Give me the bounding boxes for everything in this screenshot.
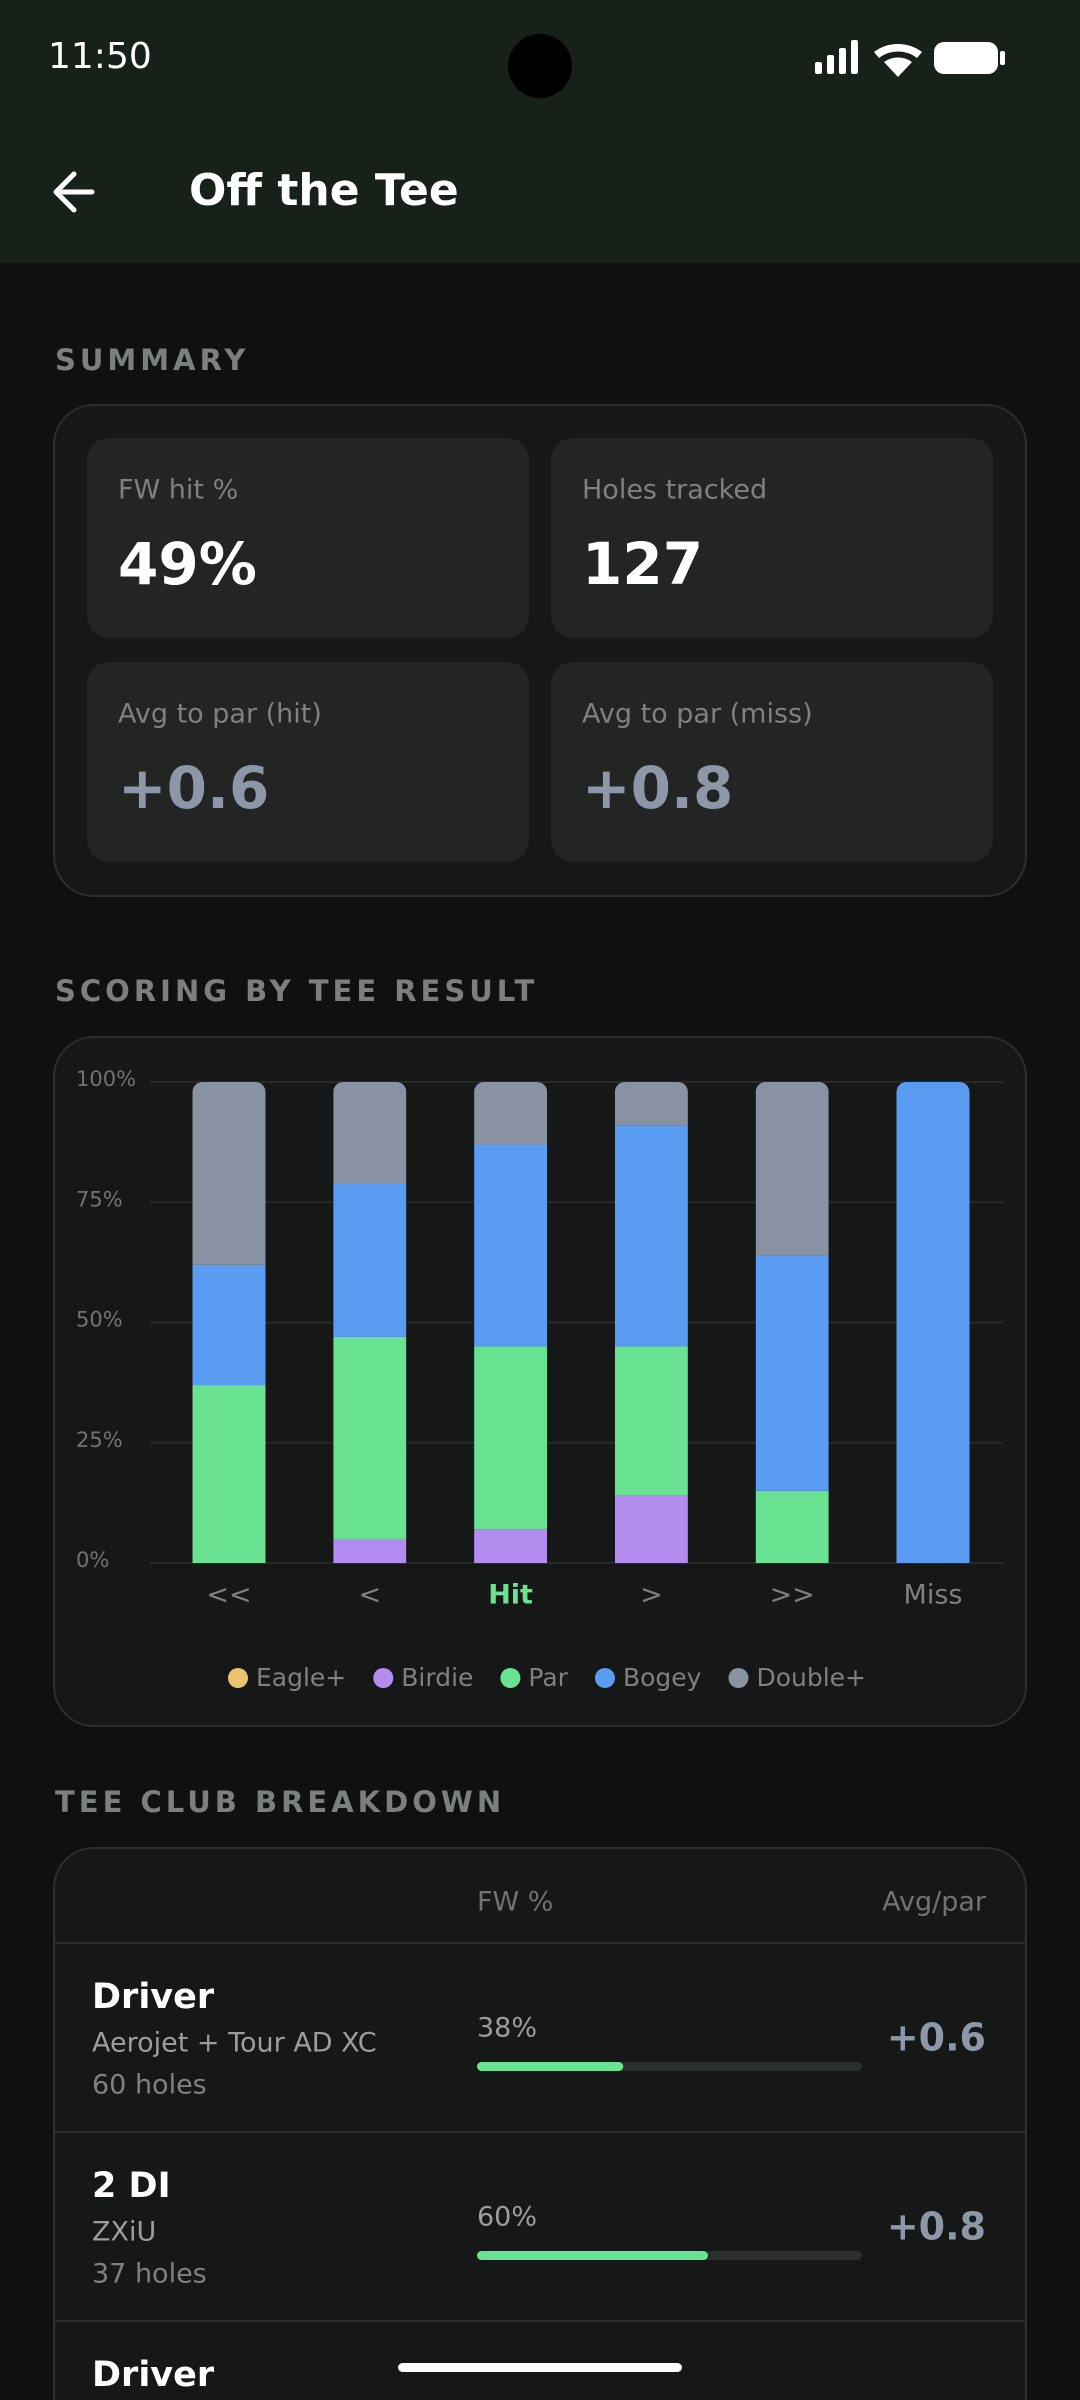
column-header: Avg/par <box>882 1887 987 1918</box>
back-button[interactable] <box>53 171 95 213</box>
bar-segment <box>333 1336 407 1539</box>
bar-segment <box>755 1082 829 1256</box>
bar-segment <box>755 1490 829 1563</box>
club-name: 2 DI <box>92 2166 171 2206</box>
legend-label: Par <box>528 1663 568 1692</box>
legend-label: Bogey <box>623 1663 702 1692</box>
bar-segment <box>755 1255 829 1491</box>
club-name: Driver <box>92 2355 215 2395</box>
fw-bar <box>477 2251 708 2260</box>
section-heading: SCORING BY TEE RESULT <box>55 974 538 1008</box>
bar-segment <box>192 1082 266 1265</box>
bar-segment <box>192 1264 266 1386</box>
y-tick-label: 25% <box>76 1428 123 1452</box>
bar-segment <box>474 1529 548 1563</box>
table-card <box>53 1847 1027 2400</box>
bar-segment <box>614 1125 688 1347</box>
bar-segment <box>474 1144 548 1347</box>
fw-label: 38% <box>477 2013 537 2044</box>
bar-segment <box>614 1082 688 1126</box>
avg-par: +0.8 <box>887 2205 986 2249</box>
y-tick-label: 75% <box>76 1187 123 1211</box>
legend-label: Birdie <box>401 1663 473 1692</box>
club-name: Driver <box>92 1977 215 2017</box>
stat-label: Avg to par (hit) <box>118 699 322 730</box>
y-tick-label: 0% <box>76 1548 109 1572</box>
legend-swatch <box>500 1668 521 1688</box>
club-holes: 37 holes <box>92 2259 207 2290</box>
status-icons <box>815 40 1005 77</box>
x-tick-label: Hit <box>488 1580 533 1611</box>
column-header: FW % <box>477 1887 553 1918</box>
y-tick-label: 50% <box>76 1308 123 1332</box>
x-tick-label: Miss <box>904 1580 963 1611</box>
stat-card <box>87 438 529 638</box>
bar-segment <box>896 1082 970 1563</box>
stat-card <box>87 662 529 862</box>
legend-swatch <box>594 1668 615 1688</box>
legend-label: Double+ <box>756 1663 866 1692</box>
status-time: 11:50 <box>48 36 152 77</box>
bar-segment <box>614 1495 688 1563</box>
stat-label: Avg to par (miss) <box>582 699 813 730</box>
club-shaft: Aerojet + Tour AD XC <box>92 2028 377 2059</box>
bar-segment <box>474 1082 548 1145</box>
stat-value: 127 <box>582 530 703 598</box>
bar-segment <box>474 1346 548 1530</box>
y-tick-label: 100% <box>76 1067 136 1091</box>
legend-label: Eagle+ <box>256 1663 346 1692</box>
section-heading: SUMMARY <box>55 343 249 377</box>
fw-label: 60% <box>477 2202 537 2233</box>
summary-grid: FW hit % 49% Holes tracked 127 Avg to par (h… <box>87 438 993 862</box>
stat-label: FW hit % <box>118 475 238 506</box>
section-heading: TEE CLUB BREAKDOWN <box>55 1785 505 1819</box>
stat-card <box>551 438 993 638</box>
club-table: FW % Avg/par Driver Aerojet + Tour AD XC 60 … <box>55 1887 1025 2395</box>
x-tick-label: >> <box>770 1580 815 1611</box>
x-tick-label: > <box>640 1580 663 1611</box>
bar-segment <box>192 1385 266 1563</box>
legend-swatch <box>228 1668 248 1688</box>
stat-card <box>551 662 993 862</box>
club-holes: 60 holes <box>92 2070 207 2101</box>
fw-bar <box>477 2062 624 2071</box>
stat-value: +0.8 <box>582 754 733 822</box>
bar-segment <box>333 1183 407 1337</box>
stat-value: 49% <box>118 530 257 598</box>
screen-title: Off the Tee <box>189 165 459 216</box>
avg-par: +0.6 <box>887 2016 986 2060</box>
bar-segment <box>614 1346 688 1496</box>
x-tick-label: < <box>358 1580 381 1611</box>
club-shaft: ZXiU <box>92 2217 156 2248</box>
legend-swatch <box>728 1668 749 1688</box>
bar-segment <box>333 1082 407 1184</box>
legend-swatch <box>373 1668 394 1688</box>
home-indicator <box>398 2363 682 2372</box>
stat-value: +0.6 <box>118 754 269 822</box>
camera <box>508 34 572 98</box>
x-tick-label: << <box>206 1580 251 1611</box>
bar-segment <box>333 1538 407 1563</box>
stat-label: Holes tracked <box>582 475 767 506</box>
